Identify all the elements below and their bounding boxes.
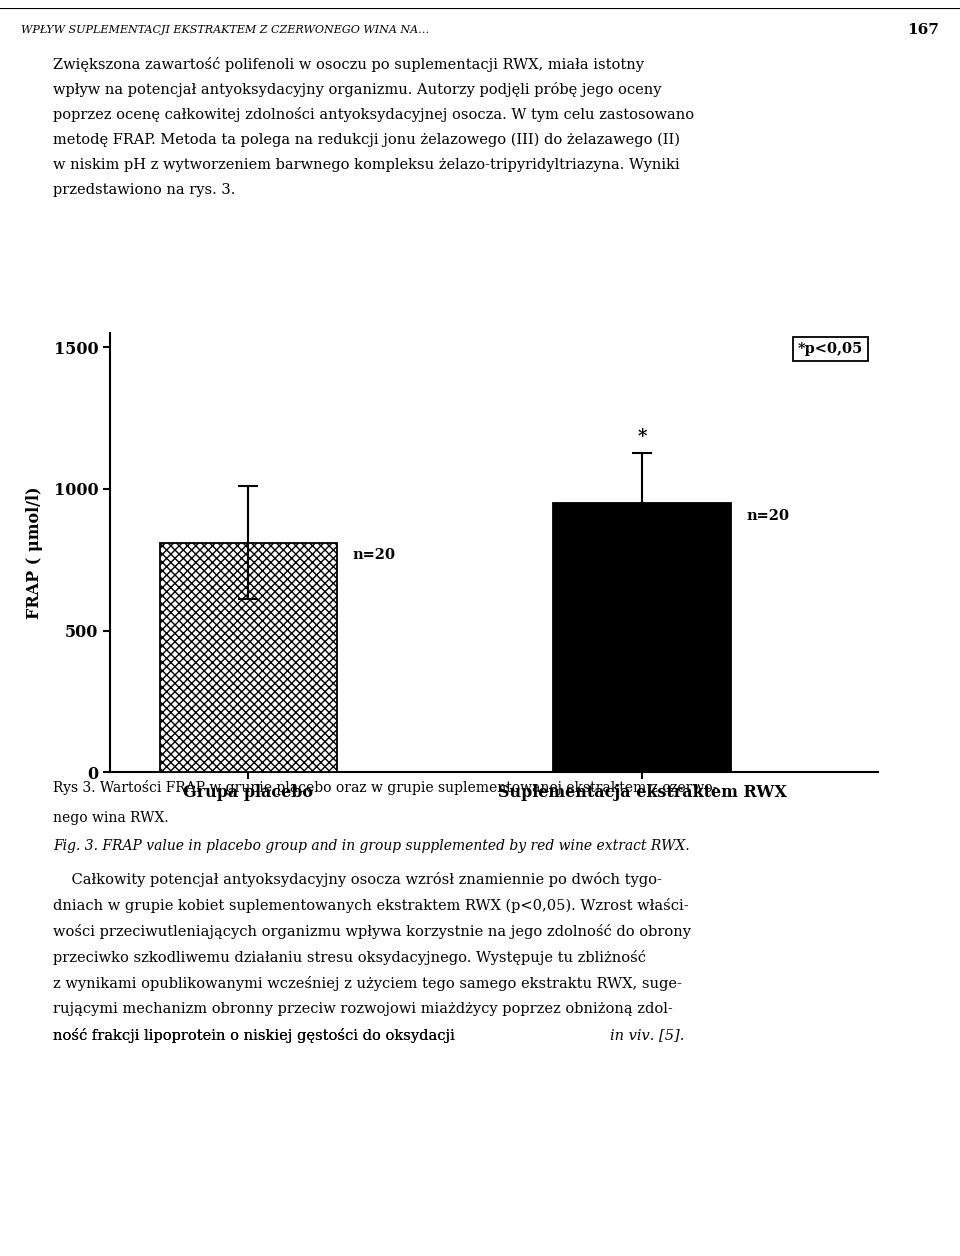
Text: ność frakcji lipoprotein o niskiej gęstości do oksydacji ⁠: ność frakcji lipoprotein o niskiej gęsto…	[53, 1029, 459, 1042]
Bar	[554, 502, 731, 772]
Text: Rys 3. Wartości FRAP w grupie placebo oraz w grupie suplementowanej ekstraktem z: Rys 3. Wartości FRAP w grupie placebo or…	[53, 780, 717, 795]
Text: rującymi mechanizm obronny przeciw rozwojowi miażdżycy poprzez obniżoną zdol-: rującymi mechanizm obronny przeciw rozwo…	[53, 1002, 673, 1016]
Text: Całkowity potencjał antyoksydacyjny osocza wzrósł znamiennie po dwóch tygo-: Całkowity potencjał antyoksydacyjny osoc…	[53, 872, 661, 887]
Text: 167: 167	[907, 23, 939, 36]
Text: z wynikami opublikowanymi wcześniej z użyciem tego samego ekstraktu RWX, suge-: z wynikami opublikowanymi wcześniej z uż…	[53, 976, 682, 991]
Text: dniach w grupie kobiet suplementowanych ekstraktem RWX (p<0,05). Wzrost właści-: dniach w grupie kobiet suplementowanych …	[53, 898, 688, 913]
Text: in viv⁠. [5].: in viv⁠. [5].	[611, 1029, 684, 1042]
Text: n=20: n=20	[352, 549, 396, 563]
Text: metodę FRAP. Metoda ta polega na redukcji jonu żelazowego (III) do żelazawego (I: metodę FRAP. Metoda ta polega na redukcj…	[53, 132, 680, 147]
Y-axis label: FRAP ( μmol/l): FRAP ( μmol/l)	[26, 486, 43, 619]
Text: ność frakcji lipoprotein o niskiej gęstości do oksydacji ⁠in viv⁠. [5].: ność frakcji lipoprotein o niskiej gęsto…	[53, 1029, 531, 1042]
Text: przedstawiono na rys. 3.: przedstawiono na rys. 3.	[53, 183, 235, 197]
Text: wości przeciwutleniających organizmu wpływa korzystnie na jego zdolność do obron: wości przeciwutleniających organizmu wpł…	[53, 924, 691, 938]
Text: Zwiększona zawartość polifenoli w osoczu po suplementacji RWX, miała istotny: Zwiększona zawartość polifenoli w osoczu…	[53, 57, 644, 72]
Text: wpływ na potencjał antyoksydacyjny organizmu. Autorzy podjęli próbę jego oceny: wpływ na potencjał antyoksydacyjny organ…	[53, 82, 661, 97]
Text: przeciwko szkodliwemu działaniu stresu oksydacyjnego. Występuje tu zbliżność: przeciwko szkodliwemu działaniu stresu o…	[53, 950, 646, 965]
Text: Fig. 3. FRAP value in placebo group and in group supplemented by red wine extrac: Fig. 3. FRAP value in placebo group and …	[53, 839, 689, 853]
Text: ność frakcji lipoprotein o niskiej gęstości do oksydacji ⁠: ność frakcji lipoprotein o niskiej gęsto…	[53, 1029, 459, 1042]
Text: WPŁYW SUPLEMENTACJI EKSTRAKTEM Z CZERWONEGO WINA NA…: WPŁYW SUPLEMENTACJI EKSTRAKTEM Z CZERWON…	[21, 25, 429, 35]
Text: nego wina RWX.: nego wina RWX.	[53, 810, 168, 824]
Text: *: *	[637, 428, 647, 446]
Text: w niskim pH z wytworzeniem barwnego kompleksu żelazo-tripyridyltriazyna. Wyniki: w niskim pH z wytworzeniem barwnego komp…	[53, 158, 680, 172]
Bar	[159, 543, 337, 772]
Text: poprzez ocenę całkowitej zdolności antyoksydacyjnej osocza. W tym celu zastosowa: poprzez ocenę całkowitej zdolności antyo…	[53, 107, 694, 122]
Text: n=20: n=20	[747, 509, 789, 522]
Text: *p<0,05: *p<0,05	[798, 342, 863, 355]
